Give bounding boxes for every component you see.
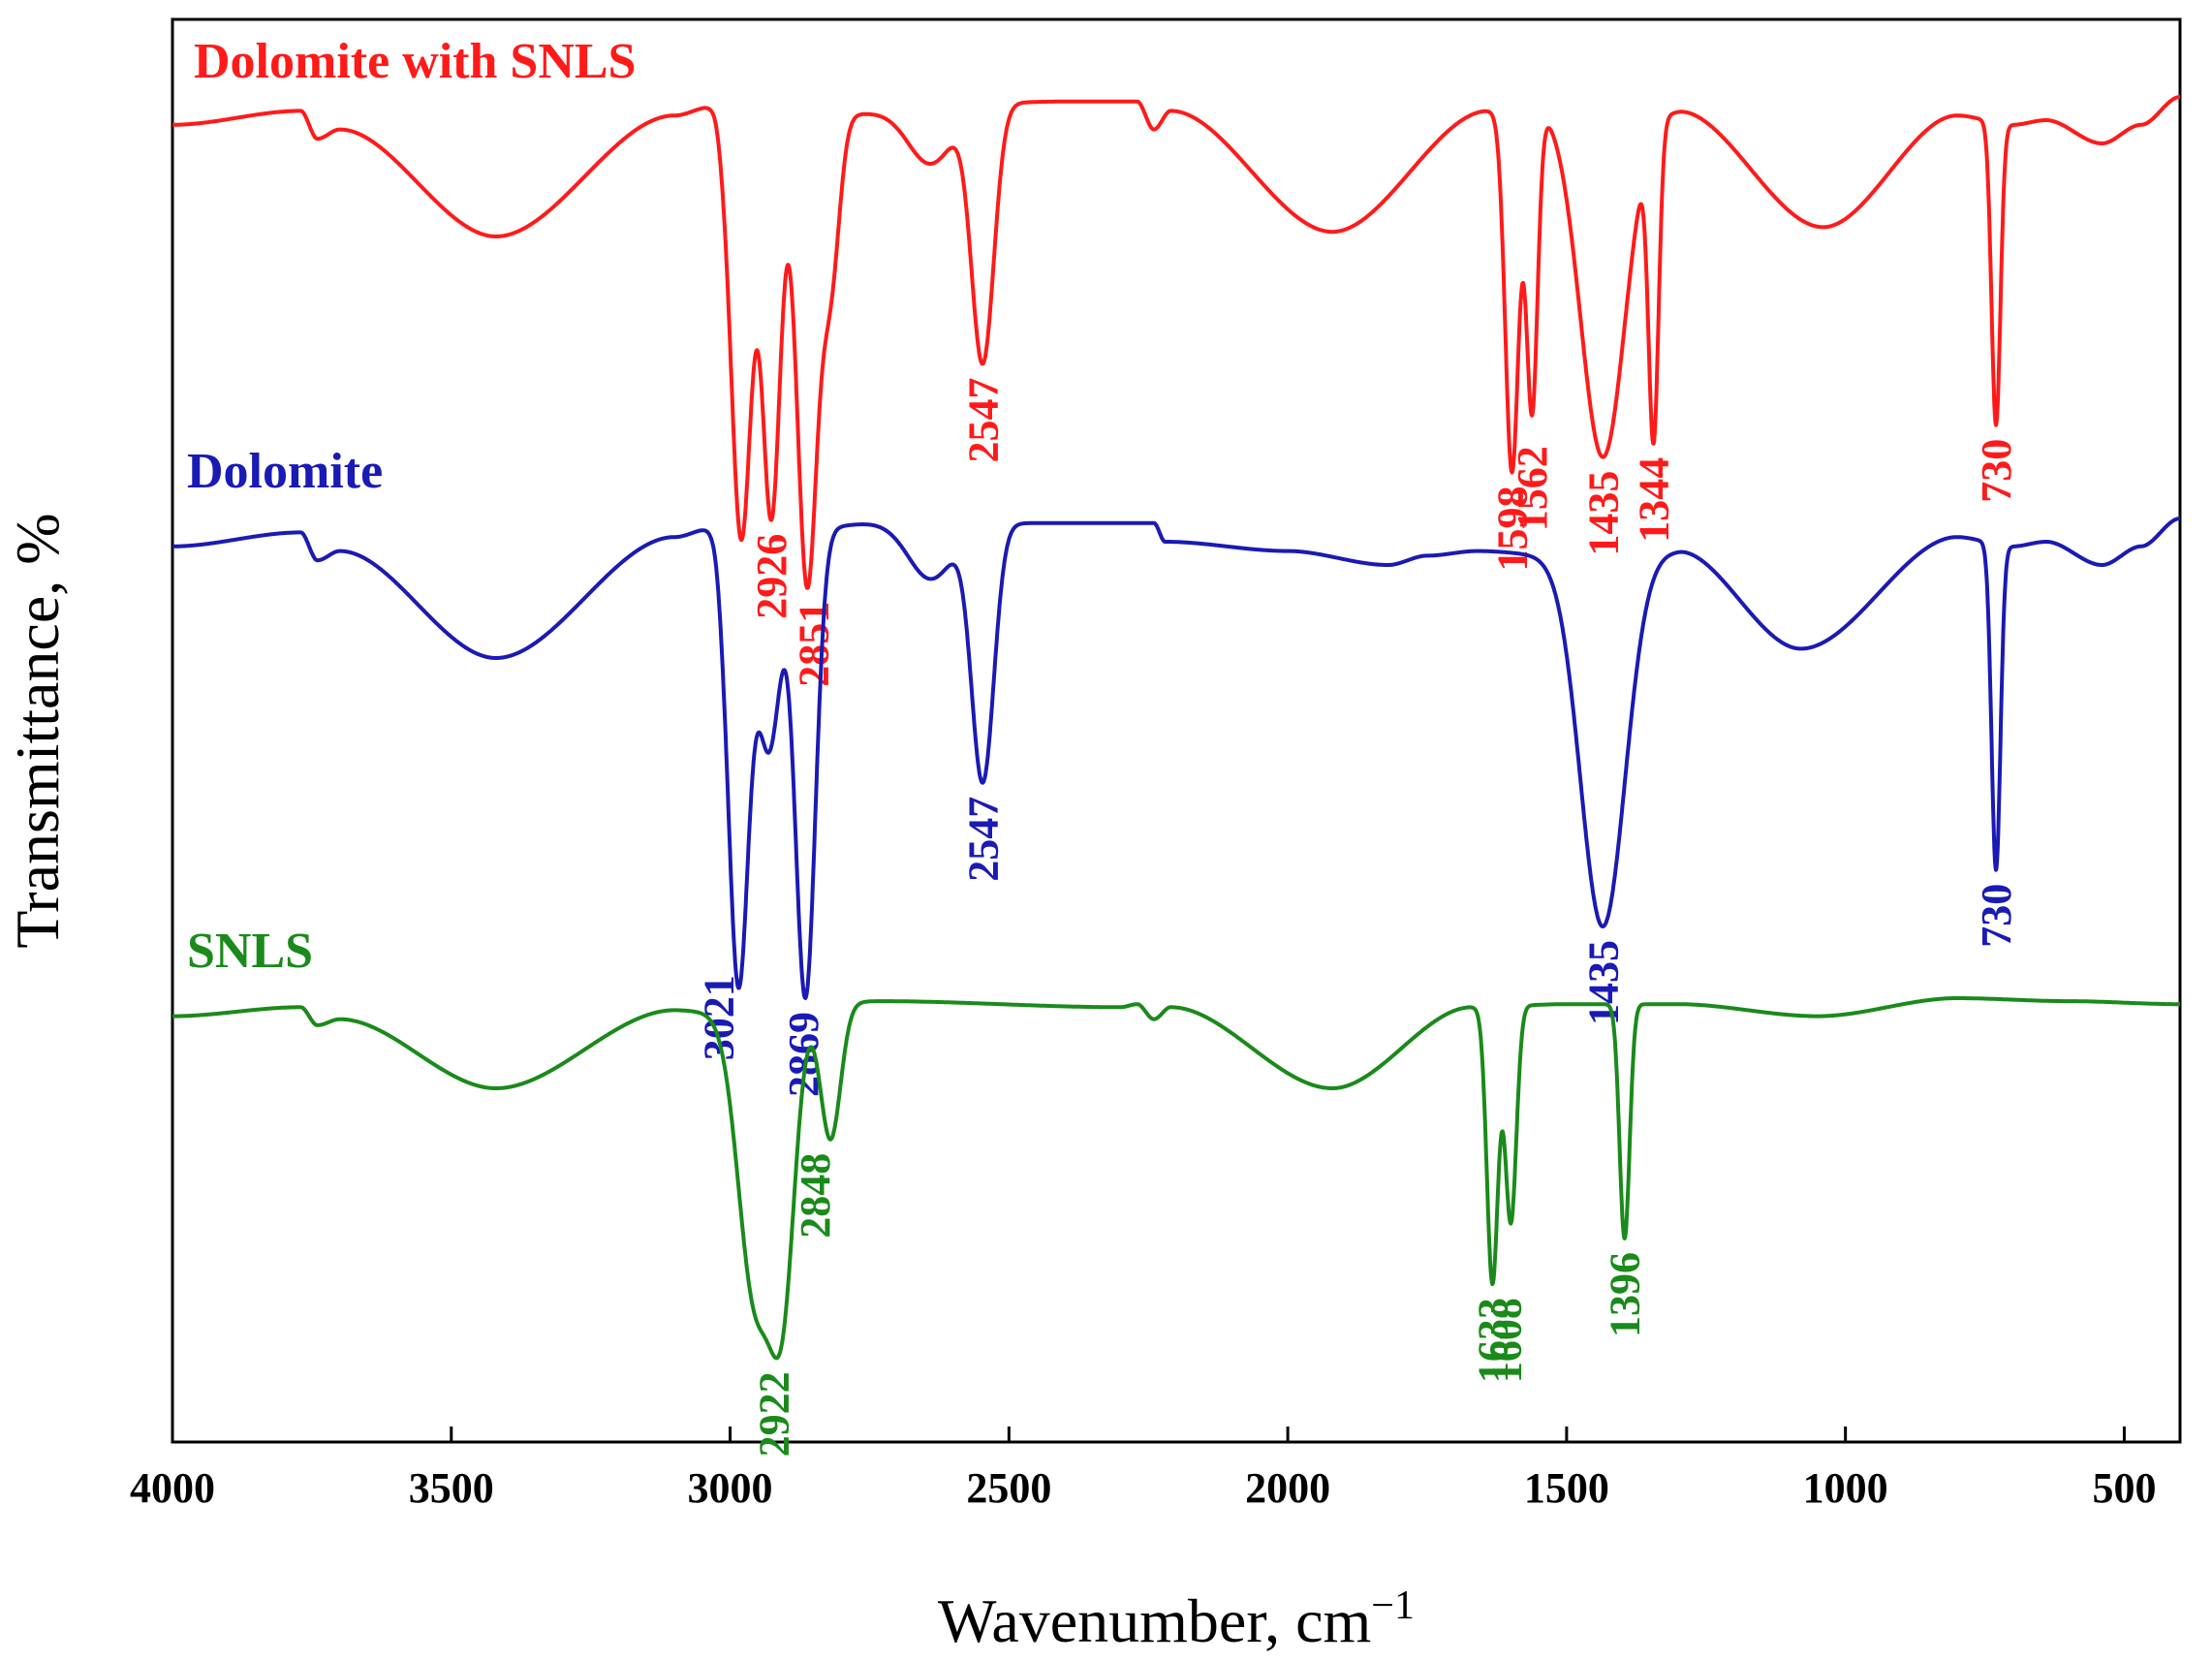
- x-tick-label-3500: 3500: [409, 1464, 494, 1512]
- x-axis-title: Wavenumber, cm−1: [938, 1584, 1415, 1655]
- peak-label-dolomite-with-snls-2547: 2547: [959, 378, 1007, 463]
- y-axis-title: Transmittance, %: [3, 513, 72, 948]
- series-line-snls: [171, 996, 2182, 1361]
- peak-label-dolomite-730: 730: [1973, 884, 2020, 948]
- peak-label-dolomite-with-snls-2851: 2851: [790, 602, 837, 687]
- peak-label-dolomite-1435: 1435: [1579, 940, 1627, 1025]
- x-tick-label-3000: 3000: [688, 1464, 773, 1512]
- peak-label-snls-1633: 1633: [1469, 1298, 1516, 1383]
- series-line-dolomite-with-snls: [171, 95, 2182, 590]
- series-name-snls: SNLS: [187, 924, 313, 979]
- peak-label-dolomite-with-snls-1344: 1344: [1631, 457, 1678, 543]
- plot-frame: [171, 17, 2182, 1444]
- peak-label-snls-2848: 2848: [792, 1153, 839, 1239]
- series-name-dolomite-with-snls: Dolomite with SNLS: [194, 34, 636, 89]
- peak-label-dolomite-with-snls-2926: 2926: [748, 534, 795, 619]
- x-tick-label-4000: 4000: [130, 1464, 215, 1512]
- peak-label-dolomite-with-snls-1435: 1435: [1579, 471, 1627, 556]
- peak-label-snls-2922: 2922: [750, 1371, 797, 1457]
- peak-label-snls-1608: 1608: [1483, 1298, 1531, 1383]
- peak-label-dolomite-with-snls-730: 730: [1973, 439, 2020, 503]
- peak-label-dolomite-with-snls-1562: 1562: [1509, 446, 1556, 531]
- x-tick-label-1500: 1500: [1524, 1464, 1609, 1512]
- x-tick-label-2000: 2000: [1245, 1464, 1330, 1512]
- series-line-dolomite: [171, 517, 2182, 1000]
- x-tick-label-2500: 2500: [966, 1464, 1051, 1512]
- peak-label-snls-1396: 1396: [1602, 1252, 1649, 1337]
- x-tick-label-500: 500: [2092, 1464, 2156, 1512]
- x-tick-label-1000: 1000: [1803, 1464, 1888, 1512]
- series-name-dolomite: Dolomite: [187, 444, 383, 499]
- peak-label-dolomite-2547: 2547: [959, 797, 1007, 882]
